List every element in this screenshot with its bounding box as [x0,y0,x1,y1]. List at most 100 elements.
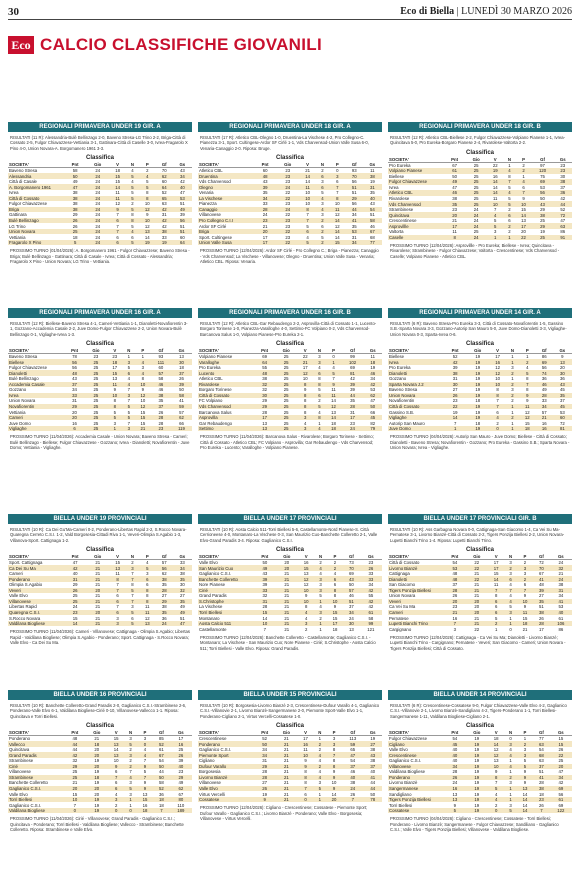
stat-cell: 20 [85,746,108,753]
stat-cell: 7 [444,620,466,627]
stat-cell: 14 [325,791,343,797]
stat-cell: 5 [126,190,139,196]
column-header: Pnt [254,554,276,561]
stat-cell: 24 [343,615,360,621]
standings-table: SOCIETA' Pnt Gio V N P Gf Gs Ponderano 48 21 15 3 3 85… [8,730,192,814]
stat-cell: 63 [553,223,572,229]
stat-cell: 31 [64,576,87,582]
stat-cell: 53 [552,409,572,415]
stat-cell: 4 [515,179,532,185]
stat-cell: 24 [276,184,300,190]
standings-panel: BIELLA UNDER 16 PROVINCIALI RISULTATI (10… [8,690,192,833]
stat-cell: 33 [359,570,382,577]
stat-cell: 2 [503,228,516,235]
stat-cell: 24 [64,604,87,610]
stat-cell: 7 [122,387,135,393]
stat-cell: 2 [316,239,329,246]
classifica-heading: Classifica [85,547,115,554]
stat-cell: 4 [297,420,314,426]
stat-cell: 10 [106,392,123,399]
table-row: Strambinese 23 24 7 2 15 29 52 [388,206,572,213]
team-name: Varalloghe [198,359,254,365]
stat-cell: 70 [343,565,360,571]
stat-cell: 8 [297,403,314,410]
stat-cell: 57 [343,587,360,594]
stat-cell: 41 [171,398,192,404]
stat-cell: 13 [297,570,315,577]
stat-cell: 19 [465,796,488,803]
stat-cell: 8 [313,414,326,421]
stat-cell: 3 [126,604,139,610]
stat-cell: 5 [503,195,516,202]
stat-cell: 24 [342,785,364,792]
stat-cell: 15 [516,615,534,621]
stat-cell: 18 [466,398,490,404]
team-name: Settimo [198,425,254,432]
stat-cell: 15 [109,173,127,179]
stat-cell: 63 [155,201,173,207]
stat-cell: 3 [325,741,343,747]
team-name: San Maurizio Cuo [198,565,254,571]
stat-cell: 46 [150,387,171,393]
stat-cell: 20 [549,763,572,770]
stat-cell: 45 [552,403,572,410]
table-row: Alessandria 50 24 15 5 4 62 34 [8,173,192,179]
team-name: Union Novara [388,593,444,599]
team-name: Cigliano [198,758,254,764]
table-row: Veveri 20 20 6 4 10 35 41 [388,598,572,605]
team-name: Pianezza [198,201,254,207]
stat-cell: 2 [313,746,326,753]
stat-cell: 29 [254,398,276,404]
stat-cell: 2 [506,392,519,399]
stat-cell: 15 [64,615,87,621]
stat-cell: 2 [506,370,519,376]
table-row: Quincitava 44 20 14 2 4 61 25 [8,746,192,753]
stat-cell: 21 [275,746,298,753]
match-results: RISULTATI (10 R): Borgosesia-Livorno Bia… [200,703,380,719]
column-header: N [313,730,326,737]
stat-cell: 21 [86,620,110,627]
table-row: Tigers Ponzija Biellesi 13 19 4 1 14 23 61 [388,796,572,803]
stat-cell: 29 [155,598,173,605]
table-row: FC Volpiano 29 25 8 2 14 35 47 [198,398,382,404]
stat-cell: 21 [465,570,488,577]
team-name: Valdilana Biogliese [8,807,64,814]
stat-cell: 38 [64,190,87,196]
stat-cell: 22 [276,195,300,202]
column-header: Pnt [64,554,87,561]
team-name: Torri Biellesi [388,802,444,808]
stat-cell: 8 [299,206,317,213]
column-header: P [136,730,154,737]
table-row: Crescentinese 52 21 17 1 3 113 19 [198,735,382,742]
table-row: Sport. Cultingese 17 23 4 5 14 31 68 [198,234,382,240]
stat-cell: 40 [362,195,382,202]
table-row: Cameri 20 25 5 5 15 28 62 [8,414,192,421]
stat-cell: 5 [444,807,466,814]
table-row: Banchette Colleretto 21 19 6 3 9 58 49 [8,780,192,786]
issue-date: LUNEDÌ 30 MARZO 2026 [461,6,572,17]
stat-cell: 8 [297,409,314,415]
table-row: Union Novara 26 19 8 2 9 28 35 [388,392,572,399]
stat-cell: 40 [444,746,466,753]
stat-cell: 0 [124,807,137,814]
stat-cell: 5 [106,409,123,415]
stat-cell: 64 [254,359,276,365]
table-row: Gaglianico C.S.I. 34 21 11 2 8 65 38 [198,746,382,753]
stat-cell: 5 [504,807,517,814]
stat-cell: 14 [487,179,504,185]
stat-cell: 5 [518,370,536,376]
stat-cell: 28 [341,403,364,410]
table-row: Valtorta 11 25 3 2 20 19 86 [388,228,572,235]
stat-cell: 37 [363,763,382,770]
column-header: Gf [153,730,170,737]
stat-cell: 51 [533,769,550,775]
stat-cell: 5 [122,409,135,415]
stat-cell: 10 [138,217,156,224]
stat-cell: 43 [552,381,572,388]
team-name: Grand Paradis [8,752,64,758]
stat-cell: 20 [85,752,108,758]
stat-cell: 25 [465,195,488,202]
stat-cell: 42 [155,217,173,224]
stat-cell: 20 [465,598,488,605]
match-results: RISULTATI (17 R): Atletico CBL-Olegno 1-… [200,135,369,151]
